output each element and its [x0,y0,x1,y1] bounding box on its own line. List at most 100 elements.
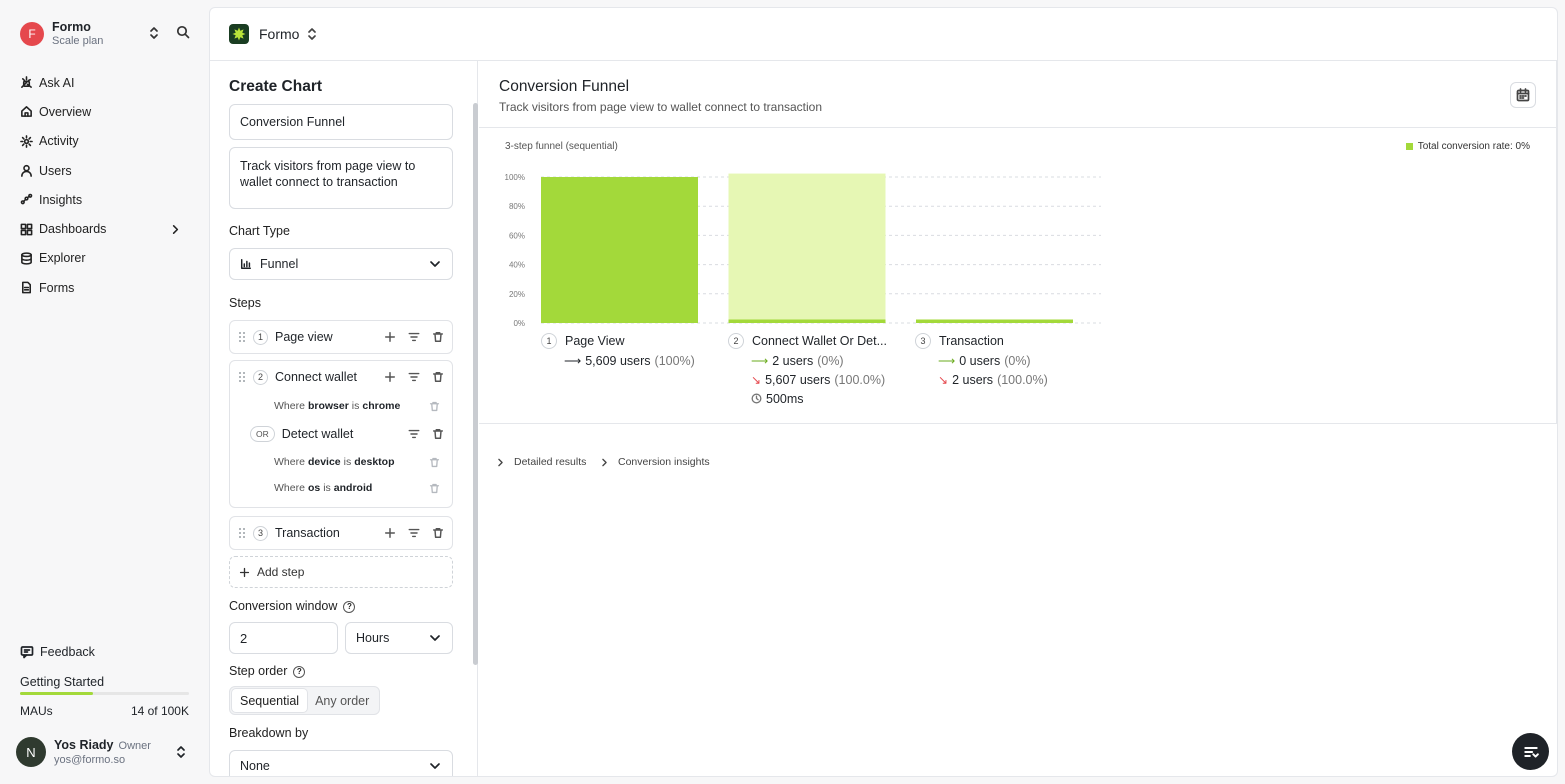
filter-condition[interactable]: Where browser is chrome [230,393,452,419]
conversion-window-unit-select[interactable]: Hours [345,622,453,654]
users-icon [21,164,32,177]
feedback-button[interactable]: Feedback [20,645,95,659]
funnel-step-summary: 2 Connect Wallet Or Det... ⟶ 2 users (0%) ↘… [728,333,908,406]
getting-started-label[interactable]: Getting Started [20,675,105,689]
step-name: Transaction [939,334,1004,348]
trash-icon[interactable] [429,457,440,468]
window-unit-value: Hours [356,631,390,645]
user-name: Yos Riady [54,737,114,752]
plus-icon[interactable] [384,331,396,343]
drag-handle-icon[interactable] [237,527,247,539]
filter-icon[interactable] [408,527,420,539]
editor-title: Create Chart [229,78,323,95]
chevrons-updown-icon[interactable] [305,27,319,41]
chart-panel: Conversion Funnel Track visitors from pa… [479,61,1557,424]
sidebar-item-activity[interactable]: Activity [20,127,190,156]
chevrons-updown-icon[interactable] [147,26,161,40]
funnel-step-summary: 3 Transaction ⟶ 0 users (0%) ↘ 2 users (100.0… [915,333,1095,387]
trash-icon[interactable] [432,527,444,539]
chevron-right-icon [602,458,607,466]
sidebar-item-users[interactable]: Users [20,156,190,185]
step-order-any[interactable]: Any order [315,693,370,708]
filter-icon[interactable] [408,331,420,343]
step-name[interactable]: Page view [275,330,333,344]
sidebar-item-ask-ai[interactable]: Ask AI [20,68,190,97]
user-menu[interactable]: N Yos Riady Owner yos@formo.so [16,737,192,767]
trash-icon[interactable] [432,331,444,343]
date-range-button[interactable] [1510,82,1536,108]
funnel-bar-converted[interactable] [541,177,698,323]
chart-type-label: Chart Type [229,224,290,238]
dashboard-icon [20,223,33,236]
step-number: 1 [253,329,268,345]
add-step-button[interactable]: Add step [229,556,453,588]
chevron-down-icon [430,635,440,641]
add-step-label: Add step [257,565,305,579]
filter-condition[interactable]: Where device is desktop [230,449,452,475]
step-order-sequential[interactable]: Sequential [232,689,308,712]
arrow-down-right-icon: ↘ [938,372,949,387]
funnel-bar-converted[interactable] [728,319,886,324]
chevron-down-icon [430,261,440,267]
conversion-window-input[interactable]: 2 [229,622,338,654]
sidebar-item-forms[interactable]: Forms [20,273,190,302]
help-icon[interactable]: ? [293,665,306,678]
arrow-right-icon: ⟶ [938,353,956,368]
avatar: N [16,737,46,767]
chart-legend: Total conversion rate: 0% [1405,141,1530,152]
step-order-toggle: Sequential Any order [229,686,381,715]
chart-subtitle: Track visitors from page view to wallet … [499,100,823,114]
sidebar-item-label: Insights [39,192,83,207]
conversion-insights-toggle[interactable]: Conversion insights [599,456,710,468]
filter-icon[interactable] [408,428,420,440]
detailed-results-toggle[interactable]: Detailed results [495,456,586,468]
step-name[interactable]: Connect wallet [275,370,357,384]
arrow-down-right-icon: ↘ [751,372,762,387]
drag-handle-icon[interactable] [237,371,247,383]
sidebar-item-overview[interactable]: Overview [20,97,190,126]
chart-type-value: Funnel [260,257,299,271]
filter-condition[interactable]: Where os is android [230,475,452,501]
step-card: 1 Page view [229,320,453,354]
sidebar-item-label: Explorer [39,251,86,266]
funnel-bar-converted[interactable] [916,319,1073,324]
filter-icon[interactable] [408,371,420,383]
dropped-users: ↘ 2 users (100.0%) [938,372,1048,387]
step-number: 2 [253,369,268,385]
sidebar-item-insights[interactable]: Insights [20,185,190,214]
step-order-label: Step order? [229,664,306,678]
mau-usage: MAUs 14 of 100K [20,704,189,718]
breakdown-value: None [240,759,270,773]
y-tick-label: 40% [509,261,525,270]
chart-name-input[interactable]: Conversion Funnel [229,104,453,140]
y-tick-label: 60% [509,231,525,240]
sidebar-item-explorer[interactable]: Explorer [20,244,190,273]
chart-type-select[interactable]: Funnel [229,248,453,280]
trash-icon[interactable] [429,401,440,412]
y-tick-label: 20% [509,290,525,299]
chevron-right-icon [498,458,503,466]
chevrons-updown-icon [177,746,185,758]
chat-fab-button[interactable] [1512,733,1549,770]
step-number: 3 [253,525,268,541]
step-name[interactable]: Transaction [275,526,340,540]
drag-handle-icon[interactable] [237,331,247,343]
project-switcher[interactable]: Formo [259,26,300,42]
plus-icon[interactable] [384,371,396,383]
or-event-name[interactable]: Detect wallet [281,427,354,441]
trash-icon[interactable] [432,371,444,383]
editor-scrollbar[interactable] [473,103,478,665]
chart-title: Conversion Funnel [499,78,630,95]
chart-description-input[interactable]: Track visitors from page view to wallet … [229,147,453,209]
breakdown-select[interactable]: None [229,750,453,776]
trash-icon[interactable] [432,428,444,440]
search-icon[interactable] [176,25,190,39]
trash-icon[interactable] [429,483,440,494]
sidebar-item-dashboards[interactable]: Dashboards [20,214,190,243]
chevron-right-icon [172,224,179,234]
funnel-bar-dropped[interactable] [728,173,886,320]
workspace-switcher[interactable]: F Formo Scale plan [20,20,200,48]
help-icon[interactable]: ? [343,600,356,613]
form-icon [21,281,32,294]
plus-icon[interactable] [384,527,396,539]
